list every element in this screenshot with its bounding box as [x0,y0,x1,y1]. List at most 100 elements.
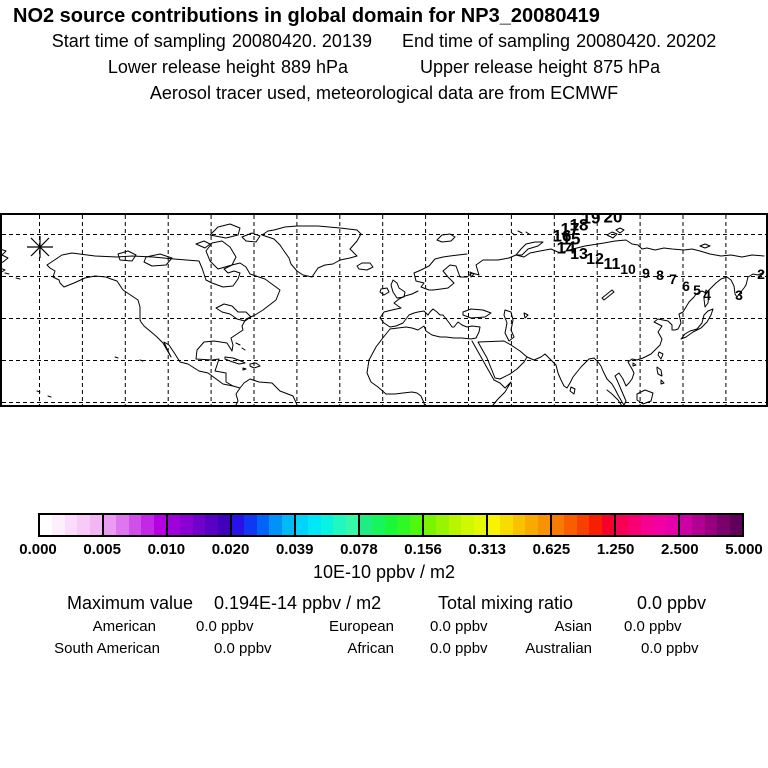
colorbar-tick: 0.625 [532,541,571,558]
colorbar-segment [40,515,104,535]
region-label: American [92,618,156,635]
colorbar-cell [564,515,577,535]
colorbar-segment [680,515,743,535]
lower-release-label: Lower release height [107,57,275,77]
plot-title: NO2 source contributions in global domai… [13,5,600,27]
colorbar-cell [320,515,334,535]
trajectory-hour-label: 6 [682,278,690,294]
release-point-star-icon [27,236,53,258]
colorbar-tick: 0.020 [211,541,250,558]
colorbar-cell [576,515,590,535]
colorbar-unit: 10E-10 ppbv / m2 [312,562,456,582]
colorbar-cell [692,515,705,535]
colorbar-cell [424,515,437,535]
colorbar-tick: 0.156 [404,541,442,558]
stats-row-regions-1: American 0.0 ppbv European 0.0 ppbv Asia… [0,618,768,638]
colorbar-tick: 2.500 [661,541,699,558]
coastlines [0,223,765,407]
colorbar-cell [525,515,538,535]
colorbar-tick: 0.005 [83,541,121,558]
map-border [0,213,768,407]
tracer-note-text: Aerosol tracer used, meteorological data… [149,83,619,103]
colorbar-cell [256,515,270,535]
trajectory-hour-label: 13 [570,246,588,263]
trajectory-hour-label: 12 [586,251,604,268]
colorbar-cell [653,515,666,535]
colorbar-cell [205,515,218,535]
total-mixing-ratio-value: 0.0 ppbv [637,593,707,613]
colorbar-cell [64,515,78,535]
colorbar-cell [729,515,743,535]
colorbar-cell [717,515,730,535]
upper-release-label: Upper release height [420,57,588,77]
trajectory-hour-label: 7 [669,271,677,287]
colorbar-cell [589,515,602,535]
stats-line-max-total: Maximum value 0.194E-14 ppbv / m2 Total … [0,593,768,613]
trajectory-hour-label: 11 [603,256,621,273]
colorbar-cell [500,515,513,535]
trajectory-hour-label: 9 [642,265,650,281]
start-time-value: 20080420. 20139 [231,31,372,51]
colorbar-cell [372,515,385,535]
region-label: African [347,640,394,657]
colorbar-tick: 0.078 [340,541,378,558]
colorbar-cell [217,515,231,535]
colorbar-segment [488,515,552,535]
colorbar-cell [665,515,679,535]
colorbar-segment [104,515,168,535]
colorbar-tick: 5.000 [725,541,763,558]
colorbar-cell [512,515,526,535]
colorbar-cell [473,515,487,535]
trajectory-hour-label: 5 [693,282,701,298]
colorbar-cell [628,515,641,535]
colorbar-cell [77,515,90,535]
colorbar-cell [128,515,142,535]
max-value-label: Maximum value [67,593,194,613]
trajectory-hour-label: 17 [560,219,580,239]
trajectory-hour-label: 15 [561,229,581,249]
region-label: Australian [525,640,592,657]
end-time-value: 20080420. 20202 [576,31,717,51]
colorbar-cell [488,515,501,535]
colorbar-cell [704,515,718,535]
trajectory-hour-label: 3 [735,287,743,303]
lower-release-value: 889 hPa [280,57,348,77]
colorbar [38,513,744,537]
colorbar-cell [461,515,474,535]
start-time: Start time of sampling 20080420. 20139 [52,31,372,52]
colorbar-tick: 0.010 [147,541,186,558]
colorbar-cell [345,515,359,535]
region-label: Asian [554,618,592,635]
lower-release-height: Lower release height 889 hPa [108,57,348,78]
upper-release-height: Upper release height 875 hPa [420,57,660,78]
colorbar-cell [269,515,282,535]
total-mixing-ratio-label: Total mixing ratio [438,593,574,613]
colorbar-cell [601,515,615,535]
upper-release-value: 875 hPa [593,57,661,77]
graticule-gridlines [2,215,766,405]
colorbar-cell [436,515,449,535]
colorbar-cell [281,515,295,535]
colorbar-tick: 0.039 [275,541,314,558]
colorbar-segment [424,515,488,535]
trajectory-hour-label: 20 [603,213,623,227]
colorbar-cell [192,515,206,535]
trajectory-hour-label: 19 [581,213,601,228]
colorbar-cell [448,515,462,535]
colorbar-cell [616,515,629,535]
region-value: 0.0 ppbv [430,640,488,657]
trajectory-hour-label: 18 [569,215,589,235]
colorbar-cell [40,515,53,535]
colorbar-cell [360,515,373,535]
colorbar-cell [397,515,410,535]
colorbar-cell [680,515,693,535]
colorbar-cell [244,515,257,535]
colorbar-cell [552,515,565,535]
colorbar-cell [232,515,245,535]
colorbar-segment [296,515,360,535]
colorbar-segment [232,515,296,535]
colorbar-tick-labels: 0.000 0.005 0.010 0.020 0.039 0.078 0.156 0.313… [0,541,768,559]
region-value: 0.0 ppbv [196,618,254,635]
colorbar-tick: 0.000 [19,541,57,558]
region-label: South American [54,640,160,657]
